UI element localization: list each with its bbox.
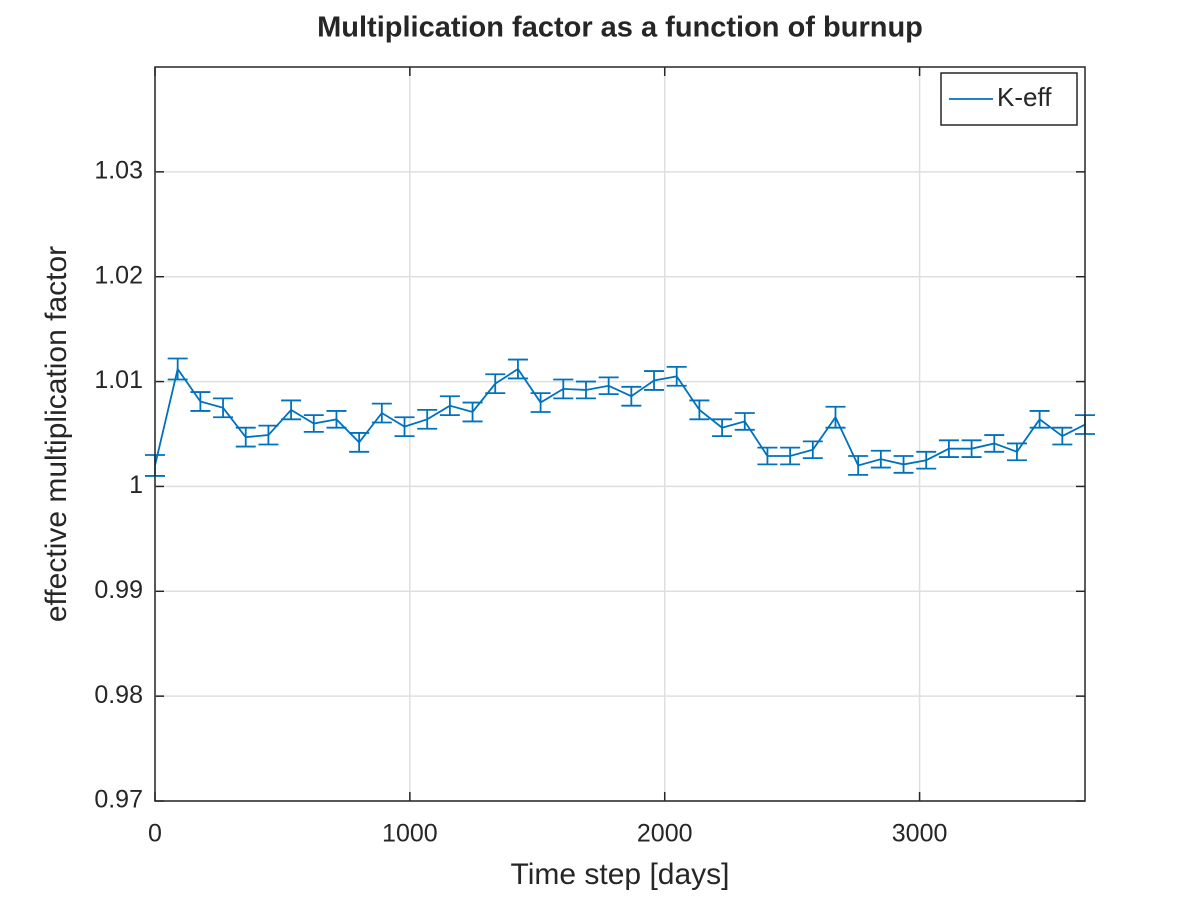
error-bar <box>258 424 279 446</box>
error-bar <box>417 408 438 430</box>
error-bar <box>439 395 460 417</box>
error-bar <box>167 357 188 381</box>
error-bar <box>712 418 733 437</box>
error-bar <box>1052 426 1073 446</box>
error-bar <box>734 412 755 431</box>
x-tick-label: 3000 <box>892 820 948 848</box>
error-bar <box>802 440 823 460</box>
y-tick-label: 1 <box>129 471 143 499</box>
error-bar <box>621 385 642 407</box>
x-tick-label: 1000 <box>382 820 438 848</box>
x-tick-label: 2000 <box>637 820 693 848</box>
error-bar <box>1029 410 1050 429</box>
error-bar <box>984 434 1005 453</box>
error-bar <box>644 370 665 391</box>
y-tick-label: 0.97 <box>94 786 143 814</box>
error-bar <box>462 401 483 423</box>
error-bar <box>281 399 302 421</box>
error-bar <box>666 365 687 387</box>
y-tick-label: 1.03 <box>94 156 143 184</box>
error-bar <box>394 416 415 437</box>
error-bar <box>689 399 710 421</box>
error-bar <box>213 397 234 419</box>
plot-frame <box>154 66 1086 802</box>
chart-title: Multiplication factor as a function of b… <box>317 12 923 44</box>
legend-label: K-eff <box>997 82 1052 112</box>
x-tick-label: 0 <box>148 820 162 848</box>
error-bar <box>825 405 846 429</box>
y-tick-label: 1.01 <box>94 366 143 394</box>
x-axis-label: Time step [days] <box>511 858 730 891</box>
error-bar <box>916 450 937 470</box>
y-tick-label: 0.98 <box>94 681 143 709</box>
data-line <box>154 366 1086 467</box>
error-bar <box>870 449 891 469</box>
error-bar <box>780 446 801 466</box>
error-bar <box>507 358 528 380</box>
error-bar <box>893 455 914 474</box>
error-bar <box>303 414 324 433</box>
y-tick-label: 0.99 <box>94 576 143 604</box>
error-bar <box>1006 442 1027 462</box>
error-bar <box>598 376 619 396</box>
error-bar <box>961 439 982 458</box>
error-bar <box>485 373 506 395</box>
y-tick-label: 1.02 <box>94 261 143 289</box>
error-bar <box>326 410 347 429</box>
error-bar <box>553 378 574 400</box>
error-bar <box>235 426 256 448</box>
error-bar <box>530 392 551 413</box>
error-bar <box>757 446 778 466</box>
y-axis-label: effective multiplication factor <box>40 246 73 622</box>
error-bar <box>190 391 211 412</box>
error-bar <box>575 380 596 400</box>
error-bar <box>848 455 869 476</box>
error-bar <box>349 432 370 453</box>
error-bar <box>371 402 392 424</box>
error-bar <box>938 439 959 458</box>
